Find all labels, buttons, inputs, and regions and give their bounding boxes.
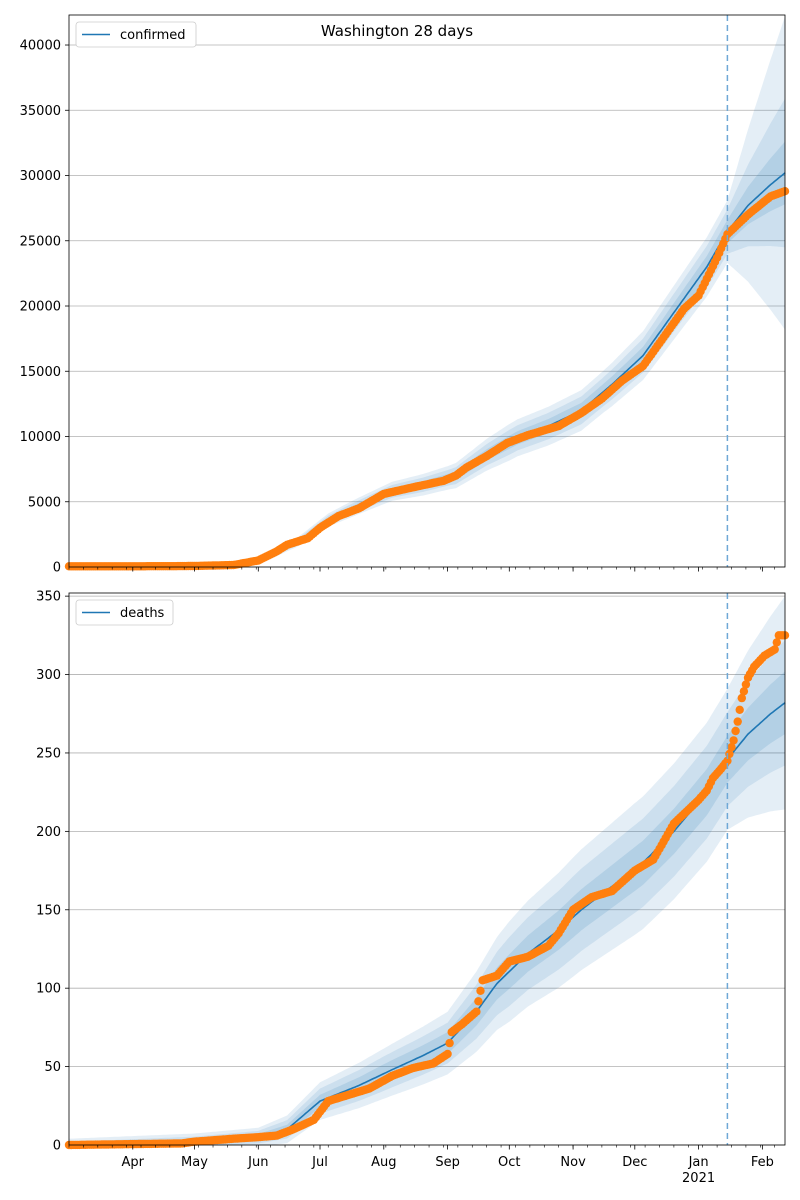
observed-point xyxy=(735,705,744,714)
y-tick-label: 50 xyxy=(44,1060,61,1075)
observed-point xyxy=(723,756,732,765)
x-tick-label: Aug xyxy=(371,1155,396,1170)
observed-point xyxy=(733,717,742,726)
y-tick-label: 25000 xyxy=(20,234,61,249)
observed-point xyxy=(729,736,738,745)
observed-point xyxy=(476,986,485,995)
y-tick-label: 10000 xyxy=(20,430,61,445)
observed-series-deaths xyxy=(64,631,790,1150)
x-tick-label: Jul xyxy=(311,1155,328,1170)
y-tick-label: 35000 xyxy=(20,104,61,119)
observed-point xyxy=(445,1038,454,1048)
panel-1: 0 5000 10000 15000 20000 25000 30000 35000 40000… xyxy=(20,14,790,576)
legend-label: confirmed xyxy=(120,28,186,43)
legend-box xyxy=(75,599,174,626)
x-tick-label: May xyxy=(181,1155,208,1170)
panel-2: 0 50 100 150 200 250 300 350 Apr May Jun Jul Aug Sep O… xyxy=(36,590,790,1186)
observed-point xyxy=(731,726,740,736)
y-tick-label: 0 xyxy=(53,1139,61,1154)
observed-point xyxy=(474,997,483,1006)
x-tick-label: Dec xyxy=(622,1155,647,1170)
x-tick-label: Nov xyxy=(560,1155,586,1170)
observed-point xyxy=(741,680,751,689)
x-tick-label: Jun xyxy=(247,1155,268,1170)
x-tick-label: Feb xyxy=(751,1155,774,1170)
y-tick-label: 5000 xyxy=(28,495,61,510)
x-tick-label: Oct xyxy=(498,1155,520,1170)
y-tick-label: 40000 xyxy=(20,39,61,54)
observed-point xyxy=(772,638,781,647)
observed-point xyxy=(443,1049,452,1059)
x-tick-label: Apr xyxy=(122,1155,145,1170)
legend-label: deaths xyxy=(120,606,165,621)
observed-point xyxy=(770,645,779,654)
y-tick-label: 15000 xyxy=(20,365,61,380)
axes-frame xyxy=(68,592,786,1146)
legend-box xyxy=(75,21,197,48)
y-tick-label: 30000 xyxy=(20,169,61,184)
observed-point xyxy=(737,693,746,703)
x-tick-label: Jan xyxy=(688,1155,709,1170)
y-tick-label: 250 xyxy=(36,746,61,761)
y-tick-label: 350 xyxy=(36,590,61,605)
uncertainty-band-2 xyxy=(69,640,785,1145)
y-tick-label: 300 xyxy=(36,668,61,683)
x-tick-label: Sep xyxy=(435,1155,460,1170)
y-tick-label: 200 xyxy=(36,825,61,840)
x-tick-label: 2021 xyxy=(682,1171,715,1186)
chart-title: Washington 28 days xyxy=(321,22,473,40)
uncertainty-band-3 xyxy=(69,671,785,1145)
y-tick-label: 100 xyxy=(36,982,61,997)
observed-point xyxy=(472,1007,481,1016)
observed-point xyxy=(727,743,736,752)
y-tick-label: 0 xyxy=(53,561,61,576)
axes-frame xyxy=(68,14,786,568)
legend: deaths xyxy=(75,599,174,626)
y-tick-label: 20000 xyxy=(20,300,61,315)
y-tick-label: 150 xyxy=(36,903,61,918)
legend: confirmed xyxy=(75,21,197,48)
observed-point xyxy=(739,687,749,696)
